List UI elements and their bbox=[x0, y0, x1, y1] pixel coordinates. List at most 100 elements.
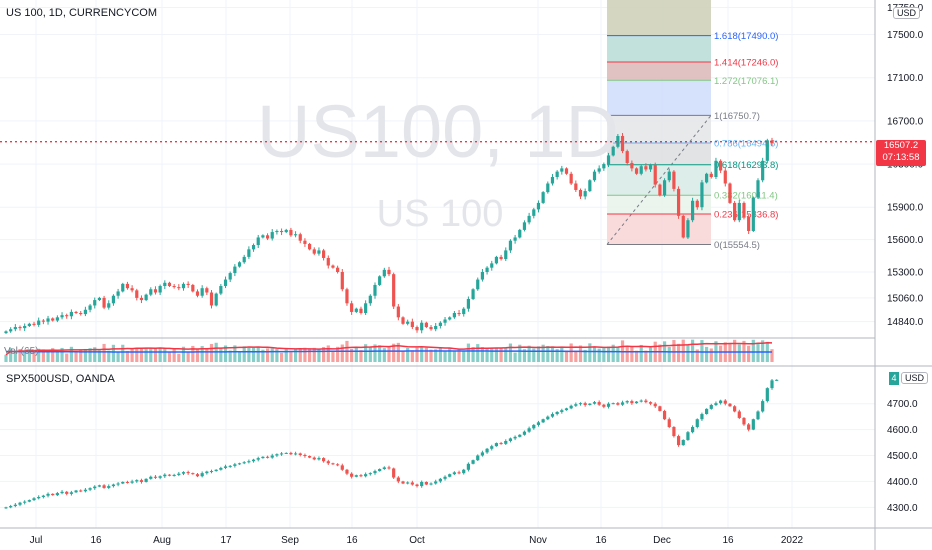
candle-body bbox=[46, 493, 50, 496]
candle-body bbox=[457, 313, 461, 315]
fib-extension-tool[interactable]: 0(15554.5) 0.236(15836.8) 0.382(16011.4) 0.… bbox=[606, 0, 778, 251]
candle-body bbox=[41, 495, 45, 497]
candle-body bbox=[116, 291, 120, 296]
volume-bar bbox=[167, 351, 172, 362]
candle-body bbox=[410, 482, 414, 485]
candle-body bbox=[237, 262, 242, 267]
time-tick-label: 16 bbox=[90, 535, 102, 546]
volume-bar bbox=[368, 346, 372, 362]
volume-bar bbox=[382, 348, 386, 362]
fib-label-1: 1(16750.7) bbox=[714, 111, 760, 122]
candle-body bbox=[130, 288, 134, 291]
candle-body bbox=[359, 475, 363, 477]
volume-bar bbox=[476, 344, 480, 362]
candle-body bbox=[55, 493, 59, 496]
candle-body bbox=[116, 483, 120, 485]
time-tick-label: Sep bbox=[281, 535, 299, 546]
fib-zone-1.414 bbox=[607, 35, 711, 62]
volume-bar bbox=[256, 346, 260, 362]
fib-label-0.382: 0.382(16011.4) bbox=[714, 191, 778, 202]
candle-body bbox=[55, 317, 59, 321]
candle-body bbox=[765, 388, 769, 402]
candle-body bbox=[350, 303, 354, 312]
volume-bar bbox=[709, 348, 713, 362]
volume-bar bbox=[583, 349, 587, 362]
volume-bar bbox=[373, 344, 377, 362]
volume-bar bbox=[233, 345, 237, 362]
candle-body bbox=[681, 439, 685, 446]
volume-bar bbox=[303, 347, 307, 362]
volume-bar bbox=[452, 351, 456, 362]
candle-body bbox=[74, 311, 78, 314]
currency-badge-upper[interactable]: USD bbox=[893, 7, 921, 19]
fib-zone-0 bbox=[607, 214, 711, 245]
price-axis-lower[interactable]: 4300.0 4400.0 4500.0 4600.0 4700.0 bbox=[887, 399, 918, 514]
candle-body bbox=[298, 453, 302, 455]
candle-body bbox=[46, 318, 50, 322]
volume-bar bbox=[747, 345, 751, 362]
candle-body bbox=[747, 424, 751, 430]
candle-body bbox=[373, 284, 377, 296]
candle-body bbox=[163, 474, 167, 477]
volume-bar bbox=[695, 349, 699, 362]
candle-body bbox=[429, 483, 433, 485]
volume-bar bbox=[331, 351, 335, 362]
candle-body bbox=[723, 170, 727, 184]
candle-body bbox=[167, 474, 172, 476]
volume-bar bbox=[770, 349, 774, 362]
candle-body bbox=[97, 297, 102, 301]
volume-bar bbox=[485, 348, 489, 362]
volume-bar bbox=[415, 347, 419, 362]
candle-body bbox=[560, 168, 564, 172]
candle-body bbox=[303, 454, 307, 457]
volume-bar bbox=[9, 347, 13, 362]
candle-body bbox=[513, 436, 517, 439]
candle-body bbox=[686, 220, 690, 238]
candle-body bbox=[765, 140, 769, 161]
candle-body bbox=[756, 180, 760, 198]
candle-body bbox=[602, 164, 606, 169]
candle-body bbox=[23, 501, 27, 503]
volume-bar bbox=[27, 349, 31, 362]
candle-body bbox=[32, 498, 36, 501]
candle-body bbox=[518, 229, 522, 238]
candle-body bbox=[242, 256, 246, 263]
candle-body bbox=[396, 477, 400, 482]
volume-bar bbox=[555, 349, 559, 362]
candle-body bbox=[345, 469, 349, 474]
volume-bar bbox=[527, 345, 531, 362]
candle-body bbox=[513, 237, 517, 241]
candle-body bbox=[452, 472, 456, 475]
candle-body bbox=[382, 269, 386, 277]
volume-bar bbox=[149, 347, 153, 362]
volume-bar bbox=[508, 343, 513, 362]
volume-bar bbox=[700, 340, 704, 362]
volume-bar bbox=[317, 348, 321, 362]
fib-label-0.618: 0.618(16293.8) bbox=[714, 160, 778, 171]
volume-bar bbox=[97, 350, 102, 362]
candle-body bbox=[261, 456, 265, 459]
volume-bar bbox=[401, 350, 405, 362]
volume-bar bbox=[247, 347, 251, 362]
candle-body bbox=[714, 403, 718, 405]
candle-body bbox=[153, 289, 158, 293]
candle-body bbox=[205, 288, 209, 293]
candle-body bbox=[298, 234, 302, 241]
volume-bar bbox=[172, 348, 176, 362]
volume-bar bbox=[541, 344, 545, 362]
candle-body bbox=[289, 229, 293, 236]
volume-bar bbox=[480, 347, 485, 362]
candle-body bbox=[121, 283, 125, 292]
candle-body bbox=[340, 272, 344, 290]
fib-zone-0.236 bbox=[607, 195, 711, 215]
volume-bar bbox=[672, 339, 676, 362]
candle-body bbox=[307, 243, 312, 250]
candle-body bbox=[508, 240, 513, 251]
candle-body bbox=[583, 403, 587, 405]
candle-body bbox=[695, 419, 699, 428]
candle-body bbox=[79, 313, 83, 315]
candle-body bbox=[209, 292, 214, 306]
currency-badge-lower[interactable]: USD bbox=[901, 372, 929, 384]
fib-label-0.236: 0.236(15836.8) bbox=[714, 210, 778, 221]
